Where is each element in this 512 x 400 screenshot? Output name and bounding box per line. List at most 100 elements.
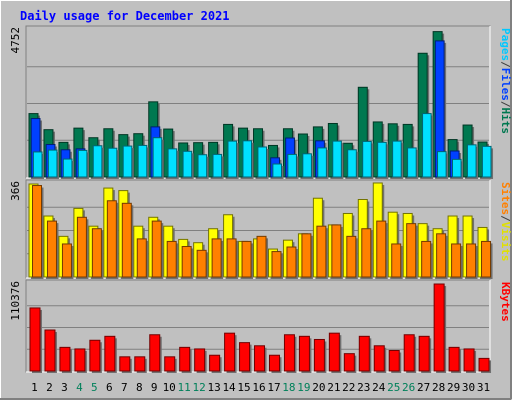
bar-pages-day-24 — [377, 141, 389, 179]
x-tick-label: 19 — [297, 381, 310, 394]
bar-kbytes-day-28 — [433, 283, 447, 373]
bar-pages-day-5 — [92, 145, 104, 179]
bar-sites-day-11 — [181, 246, 194, 279]
bar-sites-day-22 — [346, 235, 358, 279]
panel-hits-files-pages: 4752 Pages/Files/Hits — [9, 25, 512, 180]
legend-item: KBytes — [499, 282, 512, 322]
bar-sites-day-2 — [46, 220, 59, 279]
y-max-label: 110376 — [9, 281, 22, 321]
bar-pages-day-16 — [257, 146, 269, 179]
bar-kbytes-day-20 — [313, 338, 327, 373]
bar-pages-day-26 — [407, 147, 419, 179]
x-tick-label: 18 — [282, 381, 295, 394]
bar-pages-day-21 — [332, 140, 344, 179]
bar-pages-day-28 — [437, 151, 449, 179]
x-tick-label: 1 — [31, 381, 38, 394]
legend-item: Visits — [499, 222, 512, 262]
bar-pages-day-14 — [227, 140, 239, 179]
bar-kbytes-day-17 — [268, 354, 282, 373]
bar-pages-day-6 — [107, 147, 119, 179]
legend-hits-files-pages: Pages/Files/Hits — [499, 28, 512, 134]
legend-item: Hits — [499, 108, 512, 135]
bar-pages-day-9 — [152, 137, 164, 179]
bar-sites-day-13 — [211, 238, 224, 279]
bar-kbytes-day-24 — [373, 345, 387, 373]
x-tick-label: 5 — [91, 381, 98, 394]
bar-sites-day-15 — [241, 240, 254, 279]
legend-item: / — [499, 101, 512, 108]
bar-pages-day-10 — [167, 148, 179, 179]
bar-pages-day-3 — [62, 158, 74, 179]
bar-sites-day-6 — [106, 200, 119, 279]
bar-kbytes-day-2 — [44, 329, 57, 373]
x-tick-label: 14 — [222, 381, 236, 394]
bar-kbytes-day-23 — [358, 335, 372, 373]
x-tick-label: 9 — [151, 381, 158, 394]
bar-pages-day-8 — [137, 144, 149, 179]
x-tick-label: 3 — [61, 381, 68, 394]
chart-title: Daily usage for December 2021 — [20, 9, 230, 23]
bar-sites-day-4 — [76, 216, 89, 279]
bar-pages-day-25 — [392, 140, 404, 179]
bar-sites-day-1 — [32, 185, 44, 279]
bar-pages-day-23 — [362, 140, 374, 179]
bar-kbytes-day-11 — [179, 346, 192, 373]
bar-pages-day-18 — [287, 153, 299, 179]
bar-kbytes-day-1 — [29, 307, 42, 373]
x-tick-label: 2 — [46, 381, 53, 394]
x-tick-label: 17 — [267, 381, 280, 394]
bar-pages-day-29 — [451, 158, 464, 179]
x-tick-label: 21 — [327, 381, 340, 394]
bar-kbytes-day-31 — [478, 357, 492, 373]
x-tick-label: 12 — [193, 381, 206, 394]
bar-kbytes-day-6 — [104, 335, 117, 373]
x-tick-label: 20 — [312, 381, 325, 394]
legend-item: / — [499, 61, 512, 68]
bar-sites-day-8 — [136, 238, 149, 279]
bar-pages-day-4 — [77, 149, 89, 179]
bar-kbytes-day-13 — [209, 354, 222, 373]
bar-kbytes-day-9 — [149, 334, 162, 373]
legend-item: / — [499, 215, 512, 222]
bar-kbytes-day-5 — [89, 339, 102, 373]
x-axis-labels: 1 2 3 4 5 6 7 8 9 10 11 12 13 14 15 16 17 18 19 20 21 22 23 24 2… — [31, 381, 490, 394]
bar-pages-day-7 — [122, 145, 134, 179]
bar-pages-day-30 — [466, 144, 479, 179]
x-tick-label: 29 — [447, 381, 460, 394]
legend-item: Sites — [499, 182, 512, 215]
bar-pages-day-27 — [422, 113, 434, 179]
bar-kbytes-day-8 — [134, 356, 147, 373]
legend-item: Pages — [499, 28, 512, 61]
bar-sites-day-3 — [61, 243, 74, 279]
x-tick-label: 25 — [387, 381, 400, 394]
bar-sites-day-23 — [361, 228, 373, 279]
legend-item: Files — [499, 68, 512, 101]
bar-sites-day-16 — [256, 235, 269, 279]
x-tick-label: 7 — [121, 381, 128, 394]
legend-visits-sites: Sites/Visits — [499, 182, 512, 262]
bar-pages-day-31 — [481, 145, 494, 179]
bar-kbytes-day-29 — [448, 346, 462, 373]
bar-kbytes-day-16 — [254, 345, 267, 373]
bar-pages-day-22 — [347, 149, 359, 179]
bar-kbytes-day-21 — [328, 332, 342, 373]
bar-sites-day-29 — [451, 243, 463, 279]
bar-pages-day-17 — [272, 163, 284, 179]
legend-kbytes: KBytes — [499, 282, 512, 322]
bar-pages-day-11 — [182, 150, 194, 179]
bar-pages-day-15 — [242, 140, 254, 179]
bar-kbytes-day-15 — [239, 342, 252, 373]
bar-sites-day-26 — [406, 223, 418, 279]
x-tick-label: 23 — [357, 381, 370, 394]
bar-kbytes-day-14 — [224, 332, 237, 373]
bar-pages-day-12 — [197, 154, 209, 179]
x-tick-label: 31 — [477, 381, 490, 394]
bar-kbytes-day-22 — [343, 353, 357, 373]
bar-kbytes-day-3 — [59, 346, 72, 373]
bar-sites-day-30 — [466, 243, 478, 279]
x-tick-label: 11 — [178, 381, 191, 394]
bar-sites-day-25 — [391, 243, 403, 279]
y-max-label: 366 — [9, 181, 22, 201]
